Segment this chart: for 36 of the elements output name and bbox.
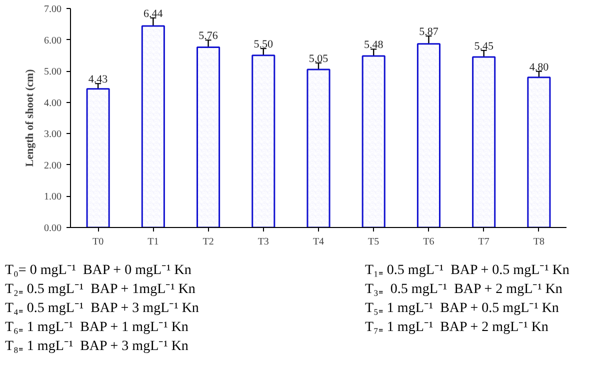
- data-label: 4.43: [88, 74, 108, 86]
- text: T₈₌ 1 mgL⁻¹ BAP + 3 mgL⁻¹ Kn: [5, 338, 190, 356]
- text: T₇₌ 1 mgL⁻¹ BAP + 2 mgL⁻¹ Kn: [365, 319, 550, 337]
- x-tick-label: T7: [478, 236, 490, 248]
- data-label: 5.48: [364, 39, 384, 52]
- data-label: 4.80: [529, 61, 550, 74]
- data-label: 5.05: [308, 52, 329, 65]
- x-tick-label: T4: [312, 236, 324, 248]
- data-label: 5.87: [419, 26, 439, 38]
- y-tick-label: 7.00: [44, 4, 62, 15]
- y-tick-label: 0.00: [44, 223, 62, 234]
- y-tick-label: 3.00: [44, 129, 62, 140]
- text: T₀= 0 mgL⁻¹ BAP + 0 mgL⁻¹ Kn: [5, 262, 192, 280]
- text: T₄₌ 0.5 mgL⁻¹ BAP + 3 mgL⁻¹ Kn: [5, 300, 200, 318]
- y-tick-label: 1.00: [44, 192, 62, 203]
- y-tick-label: 6.00: [44, 35, 62, 46]
- text: T₆₌ 1 mgL⁻¹ BAP + 1 mgL⁻¹ Kn: [5, 319, 190, 337]
- x-tick-label: T0: [92, 236, 104, 248]
- x-tick-label: T6: [423, 236, 434, 248]
- data-label: 5.45: [474, 40, 494, 52]
- y-tick-label: 2.00: [44, 160, 62, 172]
- data-label: 5.76: [198, 30, 218, 42]
- data-label: 6.44: [144, 8, 164, 20]
- y-tick-label: 5.00: [44, 66, 62, 78]
- x-tick-label: T1: [148, 236, 159, 248]
- x-tick-label: T3: [258, 236, 269, 248]
- text: T₂₌ 0.5 mgL⁻¹ BAP + 1mgL⁻¹ Kn: [5, 281, 196, 299]
- x-tick-label: T5: [368, 236, 380, 248]
- x-tick-label: T8: [533, 236, 544, 248]
- text: T₅₌ 1 mgL⁻¹ BAP + 0.5 mgL⁻¹ Kn: [365, 300, 560, 318]
- x-tick-label: T2: [202, 236, 214, 248]
- data-label: 5.50: [254, 38, 274, 51]
- y-axis-title: Length of shoot (cm): [24, 68, 36, 167]
- text: T₃₌ 0.5 mgL⁻¹ BAP + 2 mgL⁻¹ Kn: [365, 281, 564, 299]
- y-tick-label: 4.00: [44, 98, 62, 109]
- text: T₁₌ 0.5 mgL⁻¹ BAP + 0.5 mgL⁻¹ Kn: [365, 262, 570, 280]
